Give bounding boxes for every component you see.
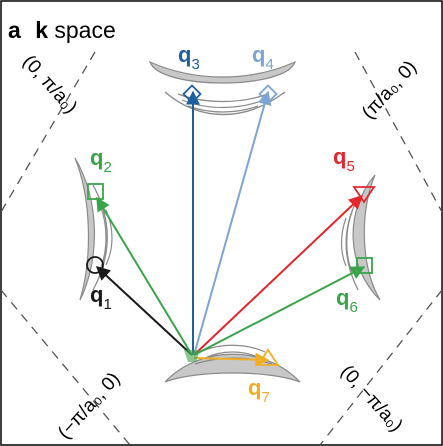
vector-q2 [96, 196, 193, 356]
fermi-arc-top [148, 60, 297, 84]
marker-q3 [182, 84, 202, 104]
corner-label-bottom-right: (0, −π/a₀) [336, 361, 406, 436]
label-q2: q2 [90, 145, 112, 176]
marker-q2 [87, 183, 104, 200]
label-q4: q4 [252, 42, 274, 73]
corner-label-top-right: (π/a₀, 0) [358, 57, 421, 124]
marker-q6 [356, 257, 373, 274]
marker-q1 [86, 256, 104, 274]
scattering-vectors [95, 90, 366, 367]
fermi-arc-right [352, 174, 381, 301]
label-q5: q5 [333, 144, 355, 175]
vector-q6 [193, 266, 366, 356]
marker-q5 [352, 186, 376, 204]
fermi-arc-left [74, 157, 96, 301]
corner-label-top-left: (0, π/a₀) [18, 51, 81, 118]
endpoint-markers [86, 84, 376, 366]
zone-boundary [0, 51, 443, 446]
label-q3: q3 [178, 42, 200, 73]
label-q7: q7 [248, 375, 270, 406]
marker-q7 [256, 348, 280, 366]
vector-q7 [193, 352, 270, 367]
vector-q1 [95, 266, 193, 356]
label-q6: q6 [336, 285, 358, 316]
origin-marker [184, 350, 200, 362]
vector-q5 [193, 195, 364, 356]
label-q1: q1 [90, 282, 112, 313]
marker-q4 [258, 84, 278, 104]
vector-labels: q1 q2 q3 q4 q5 q6 q7 [90, 42, 358, 406]
panel-title: a k space [8, 17, 116, 43]
vector-q4 [193, 90, 272, 356]
corner-label-bottom-left: (−π/a₀, 0) [54, 369, 124, 444]
